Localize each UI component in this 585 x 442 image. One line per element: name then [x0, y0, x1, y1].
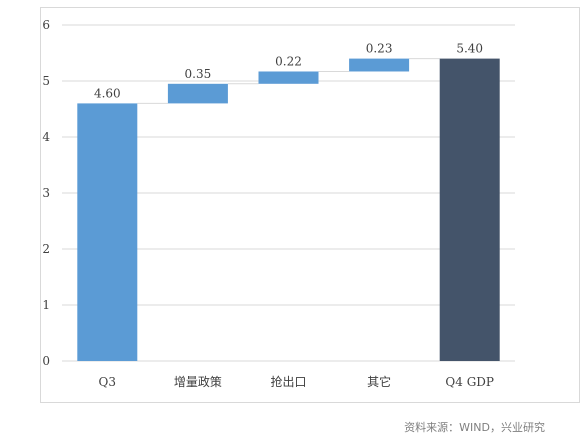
data-label: 0.22	[275, 54, 302, 68]
data-label: 4.60	[94, 86, 121, 100]
y-tick-label: 5	[42, 74, 50, 88]
bar-4	[439, 58, 500, 361]
y-axis-ticks: 0 1 2 3 4 5 6	[42, 18, 50, 368]
x-axis-categories: Q3 增量政策 抢出口 其它 Q4 GDP	[99, 374, 494, 389]
data-label: 0.23	[366, 42, 393, 56]
category-label: 抢出口	[270, 374, 306, 389]
bar-0	[77, 103, 138, 362]
data-label: 5.40	[456, 42, 483, 56]
bar-1	[167, 83, 228, 104]
connectors	[137, 58, 440, 104]
y-tick-label: 4	[42, 130, 50, 144]
category-label: Q4 GDP	[445, 375, 494, 389]
bar-2	[258, 71, 319, 84]
source-note: 资料来源：WIND，兴业研究	[404, 421, 545, 434]
y-tick-label: 3	[42, 186, 50, 200]
gridlines	[62, 24, 515, 362]
category-label: Q3	[99, 375, 116, 389]
bar-3	[349, 58, 410, 72]
y-tick-label: 6	[42, 18, 50, 32]
bars	[77, 58, 500, 362]
y-tick-label: 0	[42, 354, 50, 368]
data-label: 0.35	[185, 67, 212, 81]
chart-frame	[40, 7, 580, 403]
category-label: 其它	[367, 374, 391, 389]
data-labels: 4.60 0.35 0.22 0.23 5.40	[94, 42, 483, 101]
y-tick-label: 1	[42, 298, 50, 312]
category-label: 增量政策	[174, 375, 222, 389]
y-tick-label: 2	[42, 242, 50, 256]
